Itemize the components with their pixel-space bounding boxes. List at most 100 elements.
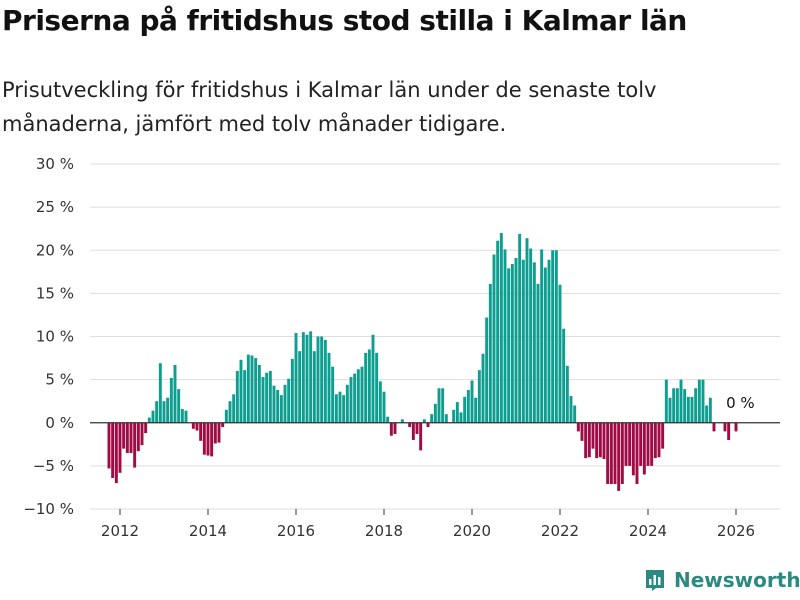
bar [166,397,170,423]
chart-title: Priserna på fritidshus stod stilla i Kal… [2,4,687,37]
bar [265,372,269,423]
bar [250,355,254,423]
bar [426,422,430,428]
bar [147,417,151,423]
bar [503,249,507,423]
bar [118,422,122,473]
bar [294,333,298,423]
bar [312,351,316,423]
bar [334,394,338,423]
bar [353,373,357,423]
bar [290,358,294,423]
bar [375,352,379,423]
bar [661,422,665,449]
bar [712,422,716,432]
bar [367,349,371,423]
bar [419,422,423,451]
bar [331,366,335,423]
bar [430,414,434,423]
bar [217,422,221,443]
bar [125,422,129,453]
y-tick-label: 20 % [36,241,74,259]
bar [613,422,617,484]
bar [672,388,676,423]
bar [694,388,698,423]
bar [254,358,258,423]
bar [320,336,324,423]
bar [316,336,320,423]
x-tick-label: 2024 [629,522,667,540]
bar [173,364,177,423]
x-tick-label: 2012 [101,522,139,540]
bar [496,240,500,423]
bar [195,422,199,431]
bar [199,422,203,441]
bar [411,422,415,440]
bar [107,422,111,469]
y-tick-label: −10 % [23,500,74,518]
bar [664,379,668,423]
bar [532,262,536,423]
bar [349,377,353,423]
brand-name: Newsworthy [674,568,800,592]
bars [107,233,738,491]
bar [573,405,577,423]
bar [734,422,738,432]
bar [646,422,650,466]
bar [584,422,588,459]
bar [565,365,569,423]
bar [668,397,672,423]
axes: −10 % −5 % 0 % 5 % 10 % 15 % 20 % 25 % 30 % 2012 2… [23,155,780,540]
bar [305,334,309,423]
bar [206,422,210,456]
bar [690,396,694,423]
bar [158,363,162,423]
y-tick-label: 25 % [36,198,74,216]
bar [598,422,602,458]
bar [551,250,555,423]
bar [232,394,236,423]
bar [276,389,280,423]
latest-value-annotation: 0 % [726,394,755,412]
bar [562,328,566,423]
x-tick-label: 2018 [365,522,403,540]
bar [617,422,621,491]
bar [136,422,140,452]
bar [455,402,459,423]
bar [639,422,643,466]
bar [114,422,118,484]
bar [507,268,511,423]
bar [679,379,683,423]
bar [683,389,687,423]
bar [111,422,115,478]
bar [686,396,690,423]
bar [400,419,404,423]
bar [221,422,225,428]
bar [364,352,368,423]
bar [635,422,639,484]
bar [301,332,305,423]
bar [210,422,214,457]
y-tick-label: −5 % [33,457,74,475]
bar [518,233,522,423]
y-tick-label: 15 % [36,284,74,302]
bar [466,389,470,423]
bar [536,283,540,423]
bar [129,422,133,453]
bar [675,388,679,423]
bar [540,249,544,423]
bar [697,379,701,423]
bar [488,283,492,423]
bar [184,410,188,423]
bar [485,317,489,423]
bar [620,422,624,484]
bar [591,422,595,449]
bar [525,238,529,423]
bar [631,422,635,476]
brand-logo: Newsworthy [644,568,800,592]
bar [342,395,346,423]
bar [246,354,250,423]
bar [235,371,239,423]
bar [239,359,243,423]
